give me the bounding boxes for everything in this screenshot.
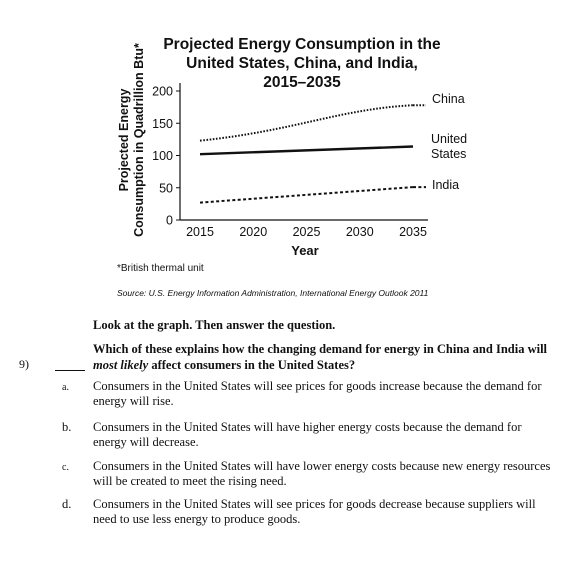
chart-series-lines xyxy=(199,104,426,204)
y-axis-label-line: Consumption in Quadrillion Btu* xyxy=(132,43,146,237)
x-tick-label: 2015 xyxy=(186,225,214,239)
choice-text: Consumers in the United States will have… xyxy=(93,459,551,488)
x-tick-label: 2035 xyxy=(399,225,427,239)
choice-c[interactable]: c. Consumers in the United States will h… xyxy=(62,459,552,489)
question-emphasis: most likely xyxy=(93,358,149,372)
y-axis-label-line: Projected Energy xyxy=(117,89,131,192)
choice-d[interactable]: d. Consumers in the United States will s… xyxy=(62,497,552,527)
answer-blank[interactable] xyxy=(55,370,85,371)
choice-text: Consumers in the United States will have… xyxy=(93,420,522,449)
choice-text: Consumers in the United States will see … xyxy=(93,379,542,408)
energy-line-chart: Projected Energy Consumption in the Unite… xyxy=(117,36,467,258)
x-tick-label: 2020 xyxy=(239,225,267,239)
question-text-before: Which of these explains how the changing… xyxy=(93,342,548,356)
choice-letter: b. xyxy=(62,420,72,434)
y-tick-label: 0 xyxy=(166,214,173,228)
x-tick-label: 2030 xyxy=(346,225,374,239)
choice-a[interactable]: a. Consumers in the United States will s… xyxy=(62,379,552,409)
series-label-china: China xyxy=(432,92,465,106)
choice-letter: d. xyxy=(62,497,72,511)
question-text: Which of these explains how the changing… xyxy=(93,341,553,373)
instructions: Look at the graph. Then answer the quest… xyxy=(93,318,336,332)
chart-footnote: *British thermal unit xyxy=(117,263,204,274)
y-axis-label: Projected Energy Consumption in Quadrilli… xyxy=(117,43,146,237)
series-line-united-states xyxy=(199,145,414,156)
series-label-united-states: United xyxy=(431,132,467,146)
choice-letter: a. xyxy=(62,382,69,393)
chart-title-line: Projected Energy Consumption in the xyxy=(163,36,441,53)
series-label-india: India xyxy=(432,178,459,192)
x-tick-labels: 2015 2020 2025 2030 2035 xyxy=(186,225,427,239)
chart-title-line: United States, China, and India, xyxy=(186,55,418,72)
question-number: 9) xyxy=(19,357,29,371)
y-tick-label: 100 xyxy=(152,149,173,163)
chart-axes xyxy=(176,83,428,221)
y-tick-label: 50 xyxy=(159,181,173,195)
series-label-united-states: States xyxy=(431,147,466,161)
choice-text: Consumers in the United States will see … xyxy=(93,497,536,526)
y-tick-label: 150 xyxy=(152,117,173,131)
choice-b[interactable]: b. Consumers in the United States will h… xyxy=(62,420,552,450)
chart-source: Source: U.S. Energy Information Administ… xyxy=(117,288,429,298)
x-tick-label: 2025 xyxy=(293,225,321,239)
series-line-china xyxy=(199,104,414,142)
chart-title-line: 2015–2035 xyxy=(263,74,341,91)
series-line-india xyxy=(199,186,414,204)
question-text-after: affect consumers in the United States? xyxy=(148,358,356,372)
choice-letter: c. xyxy=(62,462,69,473)
chart-title: Projected Energy Consumption in the Unite… xyxy=(163,36,441,91)
x-axis-label: Year xyxy=(291,243,318,258)
y-tick-labels: 0 50 100 150 200 xyxy=(152,85,173,228)
y-tick-label: 200 xyxy=(152,85,173,99)
